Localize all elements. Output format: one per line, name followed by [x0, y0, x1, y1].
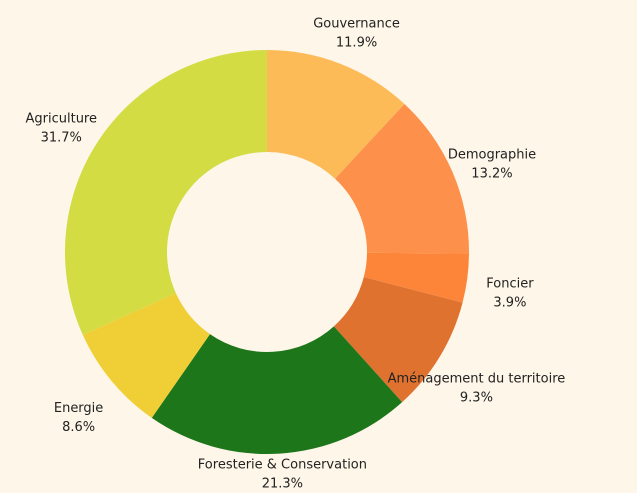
slice-value-label: 11.9%	[336, 35, 377, 50]
slice	[363, 252, 469, 303]
slice-value-label: 9.3%	[460, 391, 493, 406]
slice-value-label: 31.7%	[41, 130, 82, 145]
slice	[333, 277, 463, 403]
slice	[151, 326, 403, 454]
slice-label: Foncier	[486, 276, 534, 291]
slice-label: Agriculture	[26, 111, 98, 126]
slice	[335, 103, 469, 254]
slice-value-label: 8.6%	[62, 420, 95, 435]
slice-label: Gouvernance	[313, 16, 400, 31]
slice	[65, 50, 268, 335]
slice-value-label: 21.3%	[262, 477, 303, 492]
slice-label: Energie	[54, 401, 103, 416]
slice-value-label: 13.2%	[471, 166, 512, 181]
slice-label: Aménagement du territoire	[388, 372, 566, 387]
slice-label: Demographie	[448, 147, 536, 162]
slice-label: Foresterie & Conservation	[198, 458, 367, 473]
slice-value-label: 3.9%	[493, 295, 526, 310]
slice	[267, 50, 405, 179]
slice	[82, 293, 210, 418]
